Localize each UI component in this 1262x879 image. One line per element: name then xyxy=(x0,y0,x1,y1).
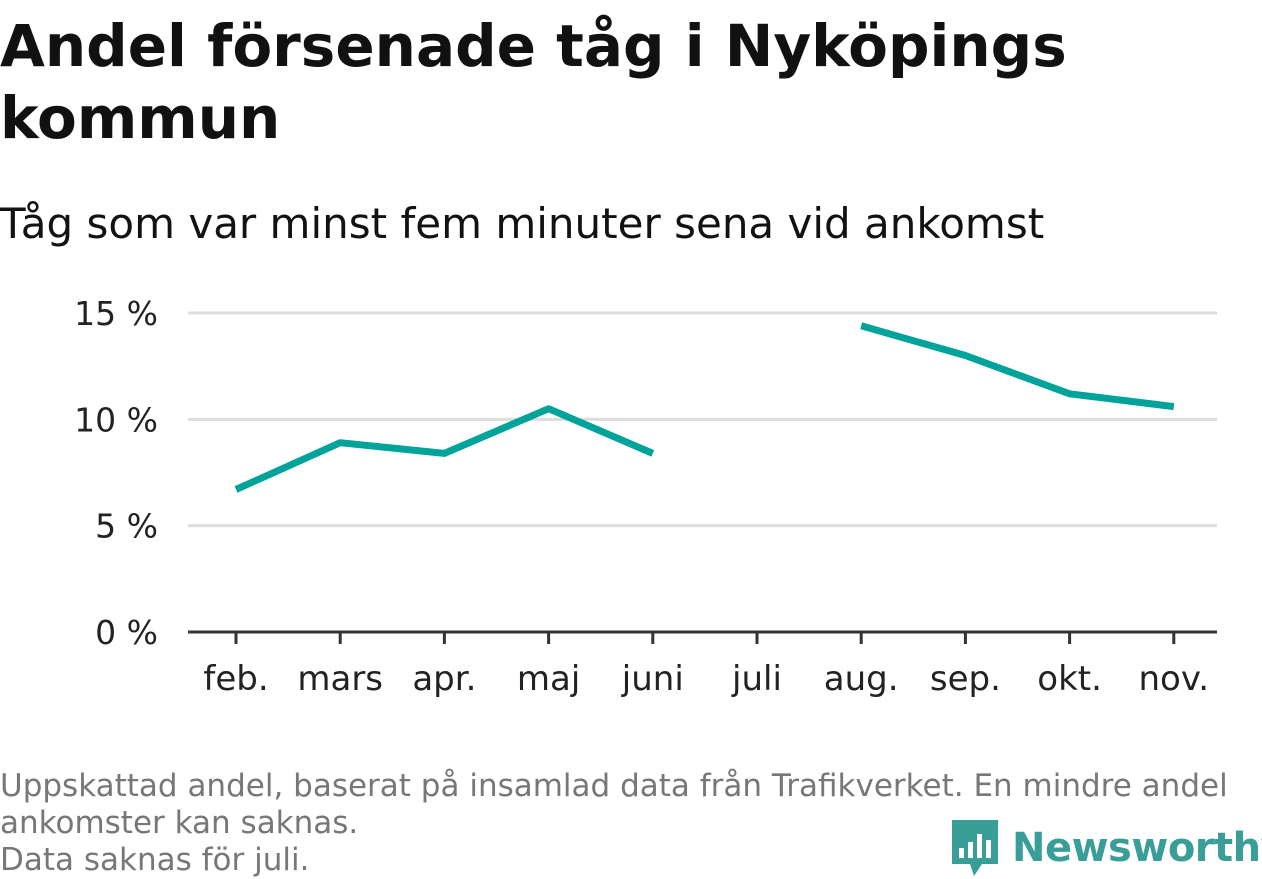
newsworthy-logo: Newsworthy xyxy=(950,818,1262,878)
footnote-line: ankomster kan saknas. xyxy=(0,805,359,841)
gridlines xyxy=(188,311,1217,528)
y-tick-label: 10 % xyxy=(74,400,158,439)
x-tick-label: okt. xyxy=(1037,659,1102,699)
x-tick-label: juli xyxy=(731,659,782,699)
x-axis-tick-labels: feb. mars apr. maj juni juli aug. sep. okt. nov. xyxy=(203,659,1209,699)
bar-chart-speech-bubble-icon xyxy=(952,820,998,876)
series-lines xyxy=(234,322,1175,493)
x-tick-label: feb. xyxy=(203,659,268,699)
x-tick-label: aug. xyxy=(824,659,899,699)
y-axis-tick-labels: 0 % 5 % 10 % 15 % xyxy=(74,294,158,652)
line-chart: 0 % 5 % 10 % 15 % feb. mars apr. maj juni juli au… xyxy=(74,294,1217,699)
y-tick-label: 15 % xyxy=(74,294,158,333)
x-tick-label: juni xyxy=(621,659,684,699)
series-line-segment xyxy=(234,405,655,493)
chart-title: Andel försenade tåg i Nyköpings kommun xyxy=(0,12,1067,152)
footnote-line: Uppskattad andel, baserat på insamlad da… xyxy=(0,768,1228,804)
x-tick-label: mars xyxy=(297,659,383,699)
chart-subtitle: Tåg som var minst fem minuter sena vid a… xyxy=(0,199,1045,248)
x-tick-label: nov. xyxy=(1138,659,1209,699)
x-tick-label: apr. xyxy=(412,659,476,699)
footnote-line: Data saknas för juli. xyxy=(0,842,310,878)
series-line-segment xyxy=(860,322,1175,411)
y-tick-label: 0 % xyxy=(95,613,158,652)
x-tick-label: maj xyxy=(517,659,580,699)
x-axis xyxy=(188,630,1217,644)
y-tick-label: 5 % xyxy=(95,507,158,546)
chart-footnote: Uppskattad andel, baserat på insamlad da… xyxy=(0,768,1250,879)
x-tick-label: sep. xyxy=(930,659,1001,699)
logo-text: Newsworthy xyxy=(1012,825,1262,871)
